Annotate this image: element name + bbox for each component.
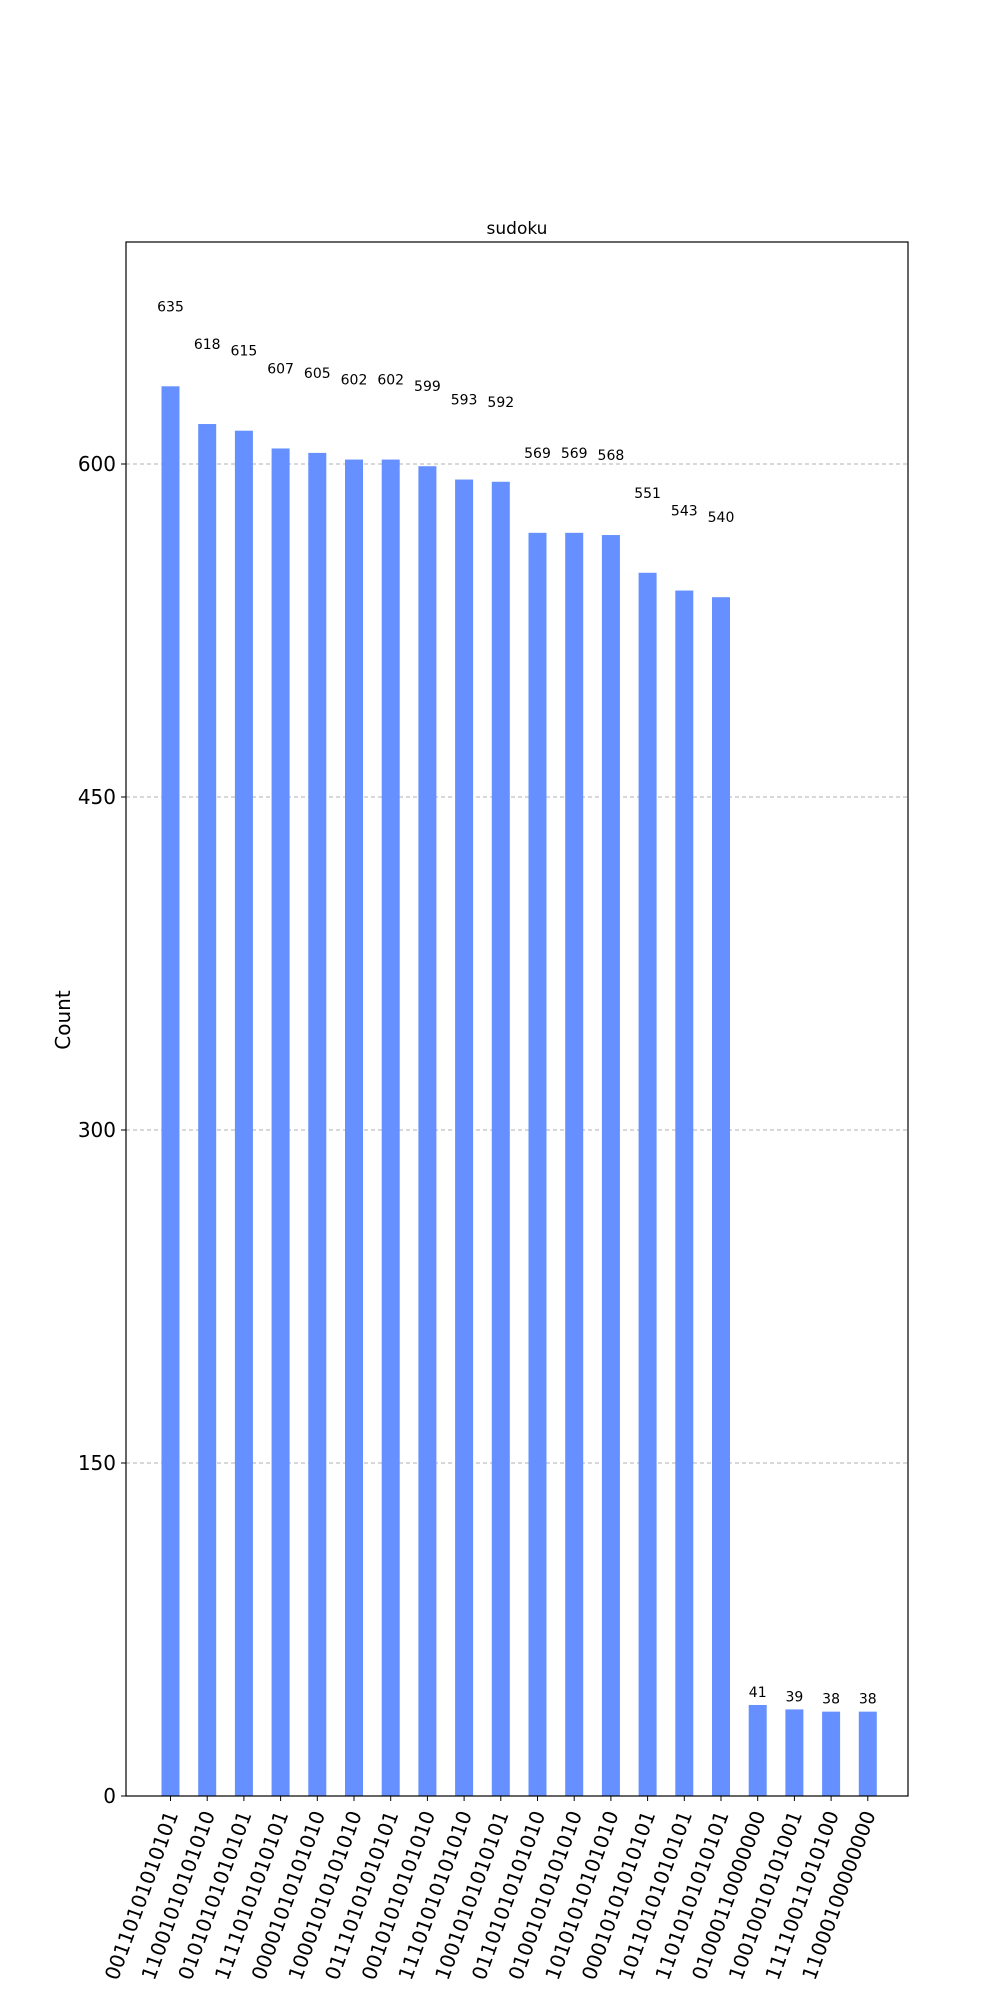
bar-value-label: 39	[785, 1689, 803, 1705]
bar	[455, 479, 474, 1796]
bar	[822, 1711, 841, 1796]
bar-value-label: 569	[561, 446, 588, 462]
bar-value-label: 607	[267, 361, 294, 377]
x-axis: 0011010101010111001010101010010101010101…	[100, 1796, 880, 1983]
bar	[198, 424, 217, 1796]
y-axis: 0 150 300 450 600	[78, 452, 126, 1808]
bar-value-label: 599	[414, 379, 441, 395]
bars-layer	[161, 386, 877, 1797]
bar	[234, 430, 253, 1797]
bar-labels-layer: 635 618 615 607 605 602 602 599 593 592 569 569 568 5…	[157, 299, 877, 1707]
y-axis-label: Count	[51, 990, 75, 1050]
bar	[418, 466, 437, 1797]
y-tick-label: 600	[78, 452, 116, 476]
grid-layer	[126, 463, 908, 1464]
bar-value-label: 540	[708, 510, 735, 526]
bar	[638, 572, 657, 1796]
bar-value-label: 618	[194, 337, 221, 353]
bar	[748, 1704, 767, 1796]
bar-value-label: 38	[822, 1692, 840, 1708]
bar-value-label: 38	[859, 1692, 877, 1708]
bar-value-label: 41	[749, 1685, 767, 1701]
bar	[601, 535, 620, 1796]
y-tick-label: 450	[78, 785, 116, 809]
plot-frame	[125, 241, 909, 1797]
bar	[528, 532, 547, 1796]
y-tick-label: 0	[103, 1784, 116, 1808]
bar-value-label: 543	[671, 504, 698, 520]
bar-value-label: 605	[304, 366, 331, 382]
bar-value-label: 592	[487, 395, 514, 411]
bar	[345, 459, 363, 1796]
chart-title: sudoku	[487, 219, 548, 239]
bar-value-label: 615	[231, 344, 258, 360]
bar	[712, 597, 730, 1797]
bar-value-label: 602	[341, 373, 368, 389]
bar-value-label: 568	[598, 448, 625, 464]
bar-value-label: 635	[157, 299, 184, 315]
bar	[565, 532, 584, 1796]
bar	[491, 481, 510, 1796]
bar-value-label: 551	[634, 486, 661, 502]
bar	[308, 452, 327, 1796]
bar	[675, 590, 694, 1796]
bar	[785, 1709, 804, 1796]
bar	[161, 386, 180, 1796]
bar	[271, 448, 290, 1797]
bar	[381, 459, 400, 1796]
y-tick-label: 150	[78, 1451, 116, 1475]
y-tick-label: 300	[78, 1118, 116, 1142]
bar-value-label: 593	[451, 393, 478, 409]
bar-value-label: 602	[377, 373, 404, 389]
bar-value-label: 569	[524, 446, 551, 462]
bar	[858, 1711, 877, 1796]
